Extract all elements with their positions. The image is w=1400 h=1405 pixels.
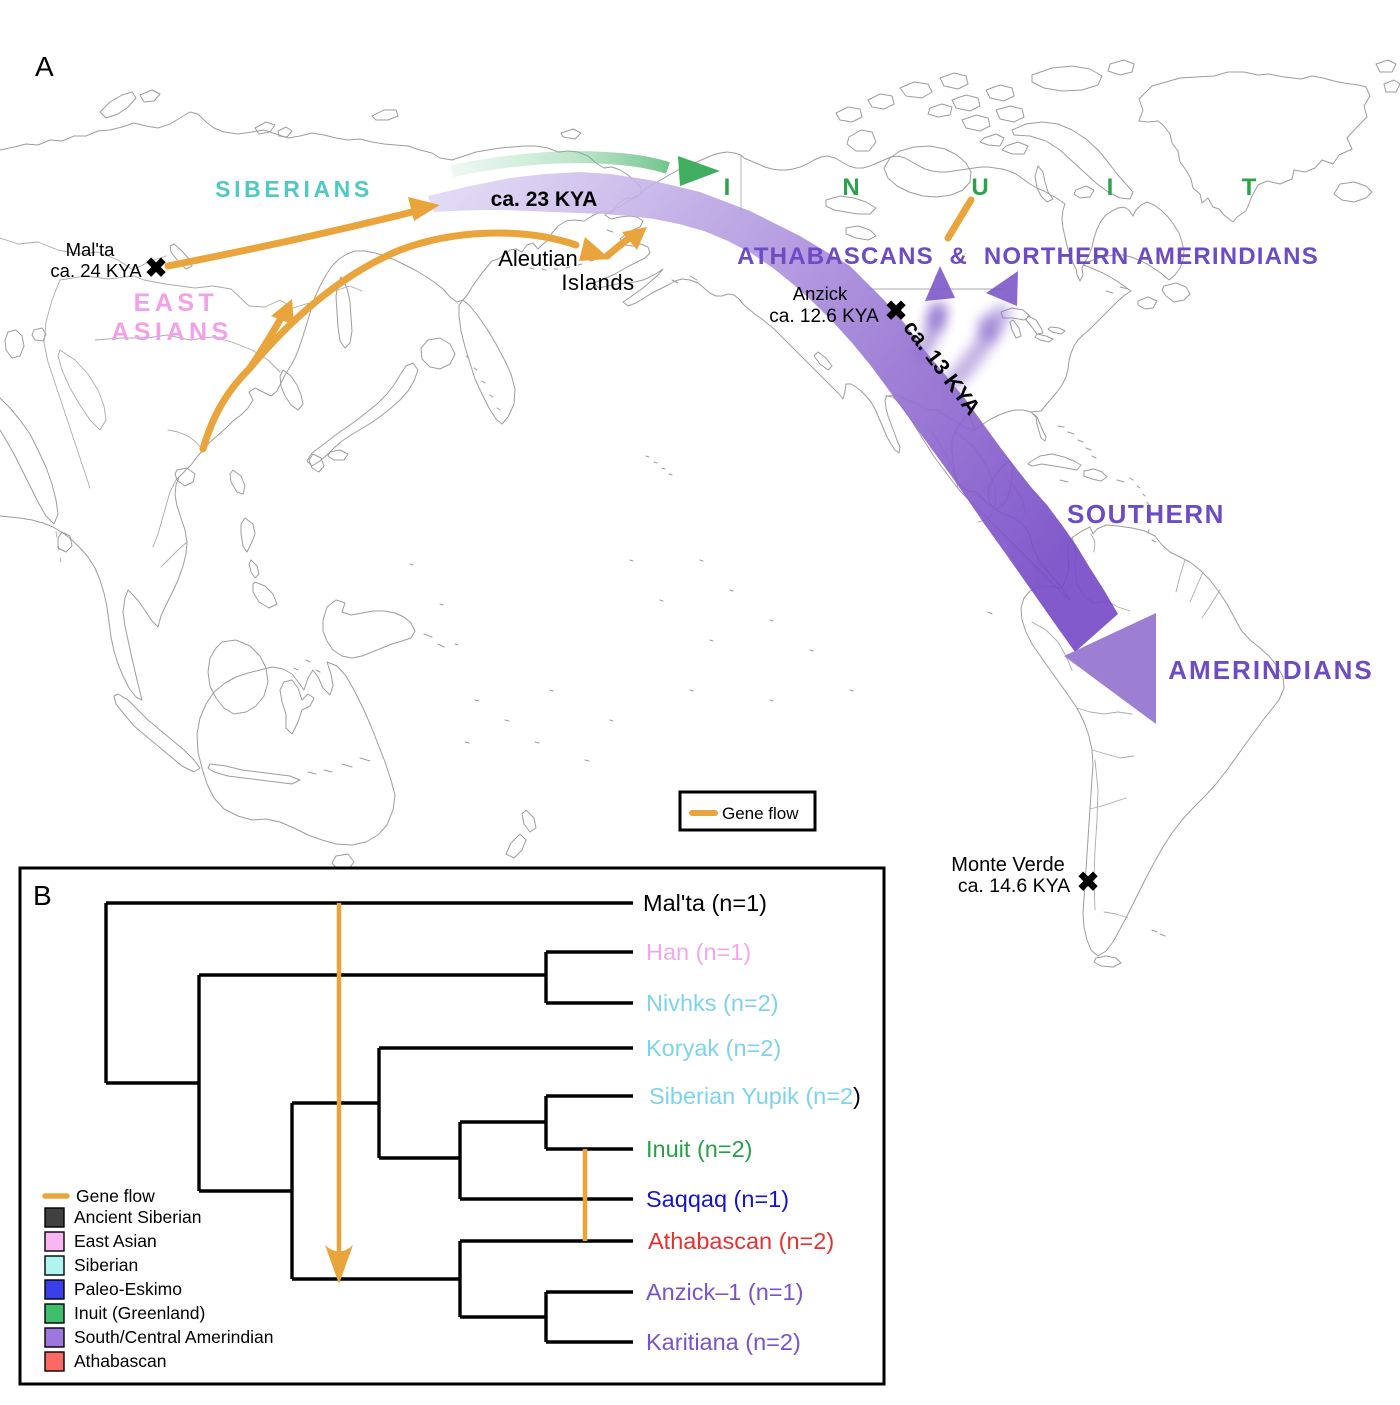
svg-text:Gene flow: Gene flow	[76, 1186, 155, 1206]
svg-text:Anzick–1 (n=1): Anzick–1 (n=1)	[646, 1279, 803, 1305]
svg-text:AMERINDIANS: AMERINDIANS	[1168, 655, 1373, 685]
svg-text:I: I	[724, 174, 731, 201]
svg-text:Koryak (n=2): Koryak (n=2)	[646, 1035, 781, 1061]
svg-text:Monte Verde: Monte Verde	[951, 854, 1064, 876]
svg-text:N: N	[842, 174, 859, 201]
svg-text:T: T	[1242, 174, 1257, 201]
svg-text:EAST: EAST	[134, 289, 219, 317]
svg-text:Inuit (Greenland): Inuit (Greenland)	[74, 1303, 205, 1323]
svg-text:Nivhks (n=2): Nivhks (n=2)	[646, 990, 779, 1016]
svg-text:ATHABASCANS & NORTHERN AMERI: ATHABASCANS & NORTHERN AMERINDIANS	[737, 243, 1319, 270]
svg-text:Anzick: Anzick	[793, 283, 848, 304]
svg-text:Saqqaq (n=1): Saqqaq (n=1)	[646, 1186, 789, 1212]
svg-text:ASIANS: ASIANS	[111, 318, 232, 346]
svg-text:A: A	[35, 51, 54, 82]
svg-text:Ancient Siberian: Ancient Siberian	[74, 1207, 201, 1227]
svg-text:Inuit (n=2): Inuit (n=2)	[646, 1136, 752, 1162]
svg-text:I: I	[1107, 174, 1114, 201]
svg-text:Siberian Yupik (n=2): Siberian Yupik (n=2)	[649, 1083, 861, 1109]
svg-text:South/Central Amerindian: South/Central Amerindian	[74, 1327, 273, 1347]
svg-text:Siberian: Siberian	[74, 1255, 138, 1275]
svg-text:Athabascan (n=2): Athabascan (n=2)	[648, 1228, 834, 1254]
svg-text:SOUTHERN: SOUTHERN	[1067, 499, 1225, 529]
svg-text:East Asian: East Asian	[74, 1231, 157, 1251]
svg-text:ca. 14.6 KYA: ca. 14.6 KYA	[958, 875, 1070, 897]
svg-text:✖: ✖	[885, 296, 908, 326]
svg-text:✖: ✖	[1077, 867, 1100, 897]
svg-text:Karitiana (n=2): Karitiana (n=2)	[646, 1329, 801, 1355]
svg-text:ca. 12.6 KYA: ca. 12.6 KYA	[769, 306, 879, 327]
svg-text:ca. 23 KYA: ca. 23 KYA	[491, 188, 598, 211]
svg-text:B: B	[33, 880, 52, 911]
svg-text:Gene flow: Gene flow	[722, 804, 799, 823]
svg-text:Paleo-Eskimo: Paleo-Eskimo	[74, 1279, 182, 1299]
svg-text:Athabascan: Athabascan	[74, 1351, 166, 1371]
svg-text:✖: ✖	[145, 253, 168, 283]
svg-text:SIBERIANS: SIBERIANS	[215, 176, 373, 202]
svg-text:Han (n=1): Han (n=1)	[646, 939, 751, 965]
svg-text:Islands: Islands	[561, 270, 634, 295]
svg-text:Mal'ta: Mal'ta	[66, 239, 115, 260]
svg-text:ca. 24 KYA: ca. 24 KYA	[50, 260, 142, 281]
svg-text:U: U	[971, 174, 988, 201]
svg-text:Aleutian: Aleutian	[498, 246, 578, 271]
svg-text:Mal'ta (n=1): Mal'ta (n=1)	[643, 890, 767, 916]
